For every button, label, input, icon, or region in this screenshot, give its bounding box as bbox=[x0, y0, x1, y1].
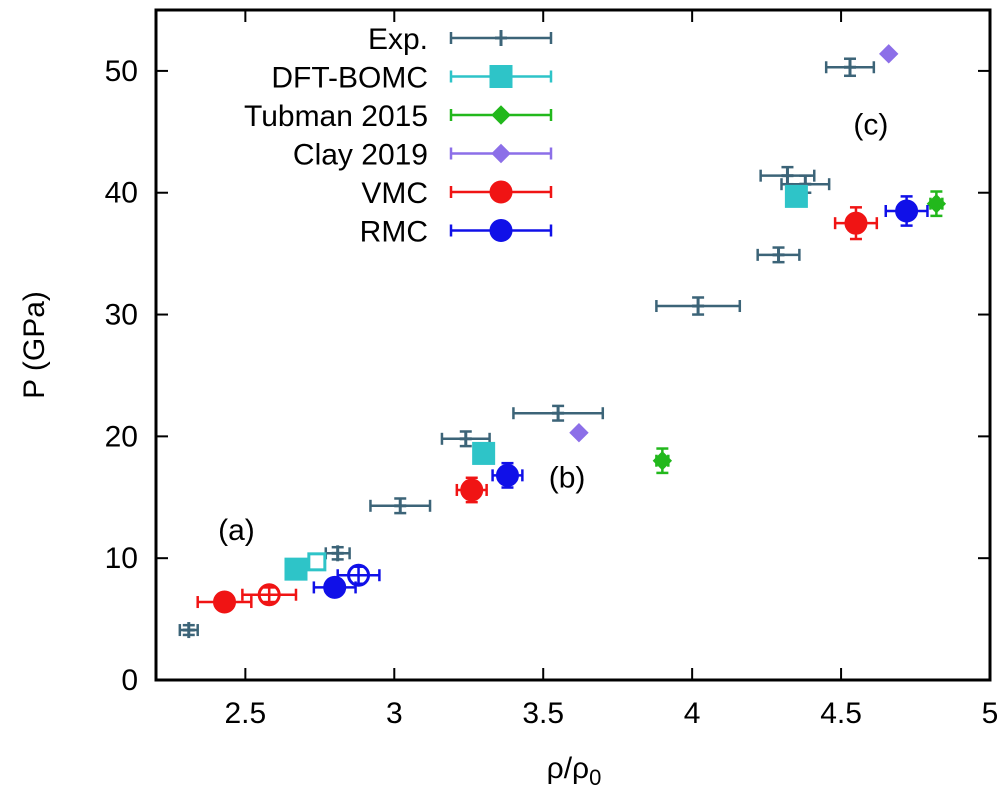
data-point bbox=[178, 622, 199, 639]
data-point bbox=[241, 583, 298, 607]
data-point bbox=[926, 190, 947, 218]
point-marker-circle bbox=[895, 199, 919, 223]
annotation-label: (b) bbox=[549, 462, 586, 495]
data-point bbox=[655, 296, 742, 316]
plot-frame bbox=[154, 8, 992, 682]
point-marker-square bbox=[472, 441, 496, 465]
point-marker-circle bbox=[460, 478, 484, 502]
y-tick-label: 20 bbox=[105, 420, 138, 453]
series-rmc bbox=[312, 195, 929, 599]
data-point bbox=[879, 44, 899, 64]
x-tick-label: 3.5 bbox=[522, 697, 564, 730]
data-point bbox=[491, 461, 524, 489]
data-point bbox=[512, 404, 605, 422]
point-marker-circle bbox=[495, 463, 519, 487]
series-vmc bbox=[196, 206, 879, 614]
y-tick-label: 30 bbox=[105, 299, 138, 332]
x-tick-label: 3 bbox=[386, 697, 403, 730]
legend-label: Clay 2019 bbox=[293, 139, 428, 172]
data-point bbox=[369, 497, 432, 515]
legend-entry: DFT-BOMC bbox=[271, 62, 553, 95]
point-marker-diamond bbox=[879, 44, 899, 64]
series-layer bbox=[178, 44, 947, 639]
point-marker-circle bbox=[489, 219, 513, 242]
point-marker-diamond bbox=[491, 105, 511, 125]
data-point bbox=[307, 552, 327, 572]
point-marker-square bbox=[284, 557, 308, 581]
legend-entry: RMC bbox=[360, 216, 553, 249]
point-marker-circle bbox=[323, 575, 347, 599]
data-point bbox=[833, 206, 879, 241]
axis-ticks bbox=[156, 10, 991, 681]
x-tick-label: 4 bbox=[684, 697, 701, 730]
point-marker-circle bbox=[844, 211, 868, 235]
legend-entry: Clay 2019 bbox=[293, 139, 553, 172]
data-point bbox=[336, 563, 381, 587]
legend-label: Exp. bbox=[368, 23, 428, 56]
y-axis-title: P (GPa) bbox=[18, 291, 51, 399]
series-tubman-2015 bbox=[652, 190, 947, 475]
data-point bbox=[284, 557, 308, 581]
y-tick-labels: 0 10 20 30 40 50 bbox=[105, 55, 138, 697]
x-tick-label: 5 bbox=[982, 697, 999, 730]
legend-entry: Tubman 2015 bbox=[244, 100, 553, 133]
legend-label: DFT-BOMC bbox=[271, 62, 428, 95]
legend-entry: VMC bbox=[361, 177, 553, 210]
legend-label: Tubman 2015 bbox=[244, 100, 428, 133]
legend: Exp. DFT-BOMC Tubman 2015 Clay 2019 VMC RMC bbox=[244, 23, 553, 249]
legend-entry: Exp. bbox=[368, 23, 553, 56]
annotation-layer: (a) (b) (c) bbox=[218, 108, 888, 547]
legend-label: VMC bbox=[361, 177, 428, 210]
x-tick-labels: 2.5 3 3.5 4 4.5 5 bbox=[224, 697, 998, 730]
data-point bbox=[884, 195, 929, 227]
series-dft-bomc bbox=[284, 184, 808, 581]
data-point bbox=[824, 57, 876, 78]
x-tick-label: 2.5 bbox=[224, 697, 266, 730]
data-point bbox=[196, 590, 253, 614]
data-point bbox=[784, 184, 808, 208]
data-point bbox=[455, 476, 488, 504]
annotation-label: (a) bbox=[218, 514, 255, 547]
x-axis-title-main: ρ/ρ bbox=[547, 752, 589, 785]
point-marker-diamond bbox=[926, 193, 947, 214]
point-marker-diamond bbox=[569, 423, 589, 443]
x-axis-title: ρ/ρ0 bbox=[547, 752, 602, 790]
point-marker-square bbox=[307, 552, 327, 572]
y-tick-label: 0 bbox=[121, 664, 138, 697]
data-point bbox=[756, 246, 801, 264]
point-marker-square bbox=[489, 65, 513, 88]
data-point bbox=[472, 441, 496, 465]
point-marker-circle bbox=[489, 180, 513, 204]
data-point bbox=[652, 447, 673, 475]
y-tick-label: 10 bbox=[105, 542, 138, 575]
series-exp bbox=[178, 57, 876, 639]
data-point bbox=[324, 545, 351, 562]
data-point bbox=[569, 423, 589, 443]
point-marker-diamond bbox=[491, 143, 511, 164]
point-marker-diamond bbox=[652, 451, 673, 471]
annotation-label: (c) bbox=[853, 108, 888, 141]
y-tick-label: 40 bbox=[105, 177, 138, 210]
y-tick-label: 50 bbox=[105, 55, 138, 88]
x-axis-title-subscript: 0 bbox=[589, 765, 601, 790]
x-tick-label: 4.5 bbox=[820, 697, 862, 730]
point-marker-circle bbox=[213, 590, 237, 614]
legend-label: RMC bbox=[360, 216, 428, 249]
point-marker-square bbox=[784, 184, 808, 208]
series-clay-2019 bbox=[569, 44, 899, 443]
plot-border bbox=[154, 8, 992, 682]
data-point bbox=[312, 575, 357, 599]
